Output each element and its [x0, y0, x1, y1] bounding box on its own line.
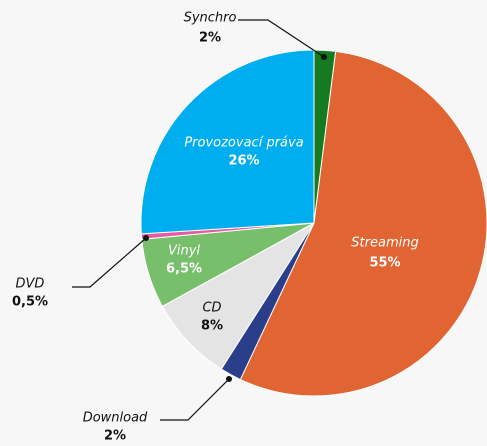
leader-dot [321, 54, 327, 60]
slice-name: Provozovací práva [184, 136, 303, 151]
slice-name: Synchro [184, 11, 237, 26]
slice-name: CD [202, 301, 221, 316]
slice-value: 55% [369, 256, 400, 271]
slice-name: Vinyl [168, 244, 200, 259]
leader-dot [143, 235, 149, 241]
leader-line [160, 378, 230, 421]
slice-value: 6,5% [166, 262, 202, 277]
slice-value: 2% [199, 31, 221, 46]
slice-name: DVD [16, 277, 45, 292]
pie-slice [239, 50, 487, 397]
pie-slice [140, 49, 315, 235]
leader-line [238, 19, 325, 58]
leader-line [72, 237, 147, 288]
slice-name: Streaming [351, 236, 418, 251]
slice-value: 0,5% [12, 295, 48, 310]
slice-value: 26% [228, 154, 259, 169]
slice-value: 2% [104, 429, 126, 444]
leader-dot [226, 376, 232, 382]
slice-value: 8% [201, 319, 223, 334]
slice-name: Download [83, 411, 148, 426]
